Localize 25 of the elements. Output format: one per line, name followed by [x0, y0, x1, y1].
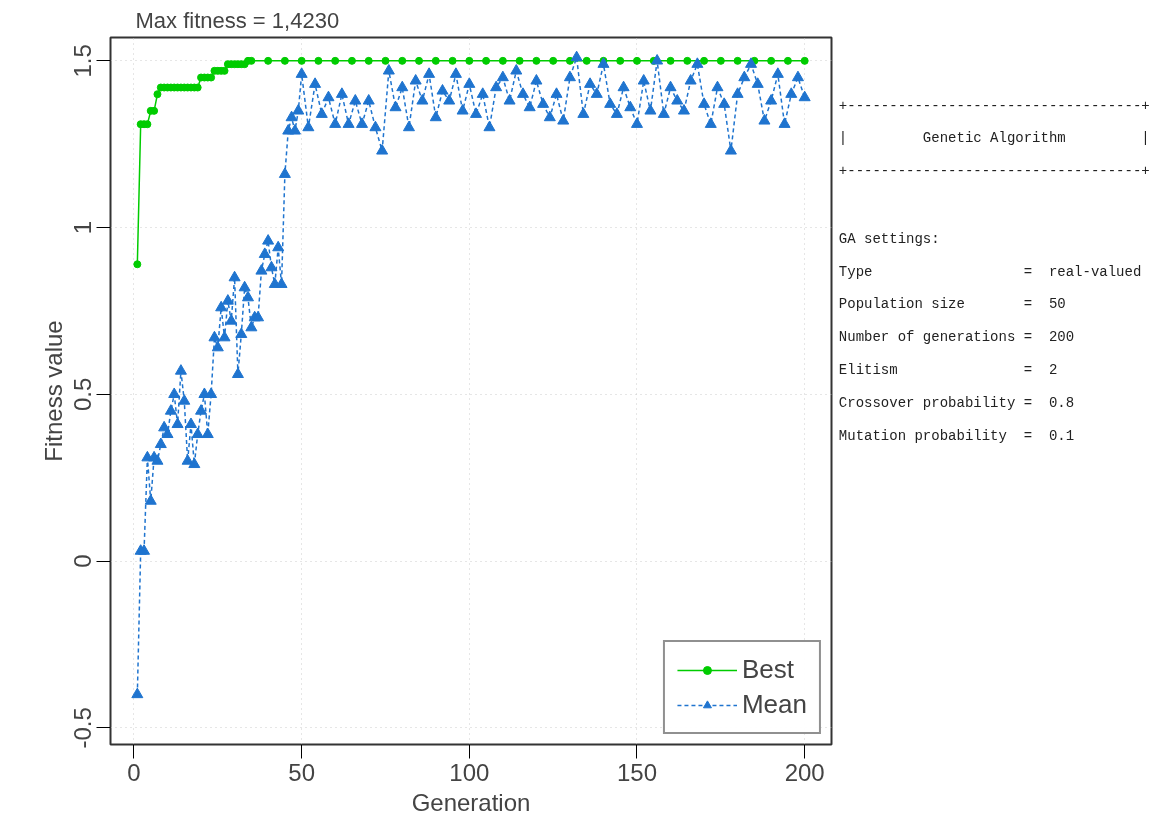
- text: Elitism = 2: [838, 362, 1058, 379]
- x-tick-label: 200: [784, 758, 825, 786]
- text: Type = real-valued: [838, 263, 1142, 280]
- legend-label: Mean: [741, 689, 807, 720]
- y-tick-label: 1: [69, 220, 97, 235]
- text: +-----------------------------------+: [838, 163, 1150, 180]
- x-tick-label: 100: [449, 758, 490, 786]
- y-tick-label: 1.5: [69, 44, 97, 78]
- y-tick-label: -0.5: [69, 707, 97, 749]
- text: +-----------------------------------+: [838, 97, 1150, 114]
- x-tick-label: 0: [127, 758, 141, 786]
- x-axis-title: Generation: [411, 788, 531, 816]
- text: Mutation probability = 0.1: [838, 427, 1075, 444]
- y-tick-label: 0: [69, 554, 97, 568]
- chart-title: Max fitness = 1,4230: [135, 7, 340, 33]
- legend-label: Best: [741, 654, 794, 685]
- text: | Genetic Algorithm |: [838, 129, 1150, 146]
- x-tick-label: 150: [616, 758, 658, 786]
- y-tick-label: 0.5: [69, 377, 97, 412]
- text: Crossover probability = 0.8: [838, 395, 1075, 412]
- y-axis-title: Fitness value: [39, 320, 67, 462]
- text: GA settings:: [838, 230, 940, 247]
- text: Population size = 50: [838, 296, 1066, 313]
- x-tick-label: 50: [288, 758, 315, 786]
- text: Number of generations = 200: [838, 329, 1075, 346]
